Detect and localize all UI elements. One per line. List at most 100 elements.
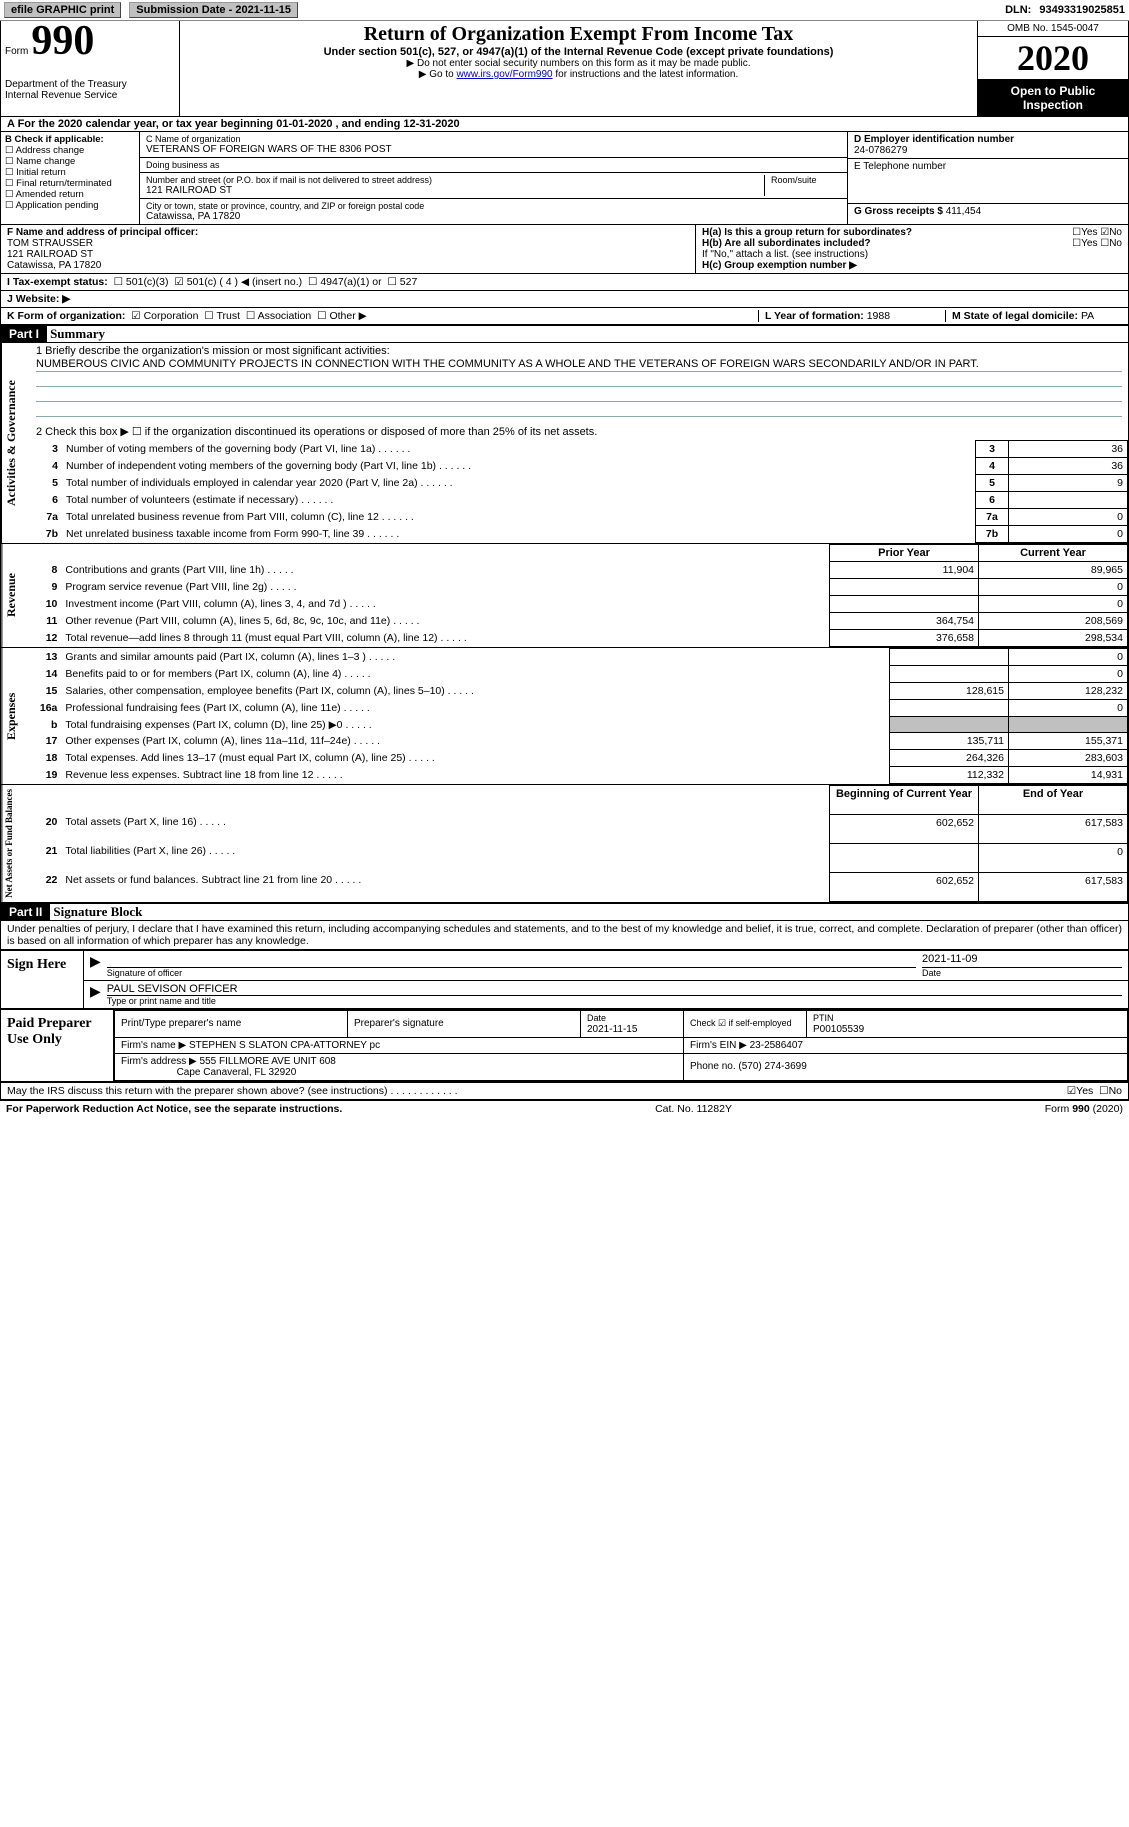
k-trust[interactable]: Trust bbox=[216, 310, 240, 322]
part1-hdr: Part I bbox=[1, 326, 47, 342]
dba-box: Doing business as bbox=[140, 158, 847, 173]
box-f: F Name and address of principal officer:… bbox=[1, 225, 695, 273]
addr-value: 121 RAILROAD ST bbox=[146, 185, 758, 196]
k-assoc[interactable]: Association bbox=[258, 310, 312, 322]
firm-ein-lbl: Firm's EIN ▶ bbox=[690, 1040, 750, 1051]
f-label: F Name and address of principal officer: bbox=[7, 227, 689, 238]
table-row: 16a Professional fundraising fees (Part … bbox=[29, 700, 1127, 717]
j-label: J Website: ▶ bbox=[7, 293, 70, 305]
m-label: M State of legal domicile: bbox=[952, 310, 1081, 322]
submission-date: 2021-11-15 bbox=[235, 4, 291, 16]
sig-date: 2021-11-09 bbox=[922, 953, 1122, 968]
ha-yes[interactable]: Yes bbox=[1081, 227, 1097, 238]
phone-lbl: Phone no. bbox=[690, 1061, 738, 1072]
side-rev: Revenue bbox=[1, 544, 29, 647]
i-501c3[interactable]: 501(c)(3) bbox=[126, 276, 169, 288]
officer-addr2: Catawissa, PA 17820 bbox=[7, 260, 689, 271]
m-val: PA bbox=[1081, 310, 1094, 322]
submission-label: Submission Date - bbox=[136, 4, 235, 16]
i-527[interactable]: 527 bbox=[400, 276, 418, 288]
tax-year: 2020 bbox=[978, 37, 1128, 80]
table-row: 15 Salaries, other compensation, employe… bbox=[29, 683, 1127, 700]
org-name-box: C Name of organization VETERANS OF FOREI… bbox=[140, 132, 847, 158]
h-b: H(b) Are all subordinates included? ☐Yes… bbox=[702, 238, 1122, 249]
part2-hdr: Part II bbox=[1, 904, 50, 920]
q1-label: 1 Briefly describe the organization's mi… bbox=[36, 345, 1122, 357]
discuss-no[interactable]: No bbox=[1109, 1085, 1122, 1097]
table-row: 7a Total unrelated business revenue from… bbox=[30, 509, 1128, 526]
chk-final[interactable]: Final return/terminated bbox=[5, 178, 135, 189]
part1-bar: Part I Summary bbox=[0, 325, 1129, 343]
ptin: P00105539 bbox=[813, 1024, 864, 1035]
line-k-l-m: K Form of organization: ☑ Corporation ☐ … bbox=[0, 308, 1129, 325]
dln-value: 93493319025851 bbox=[1039, 4, 1125, 16]
chk-amended[interactable]: Amended return bbox=[5, 189, 135, 200]
entity-block: B Check if applicable: Address change Na… bbox=[0, 132, 1129, 225]
table-row: 19 Revenue less expenses. Subtract line … bbox=[29, 767, 1127, 784]
k-corp[interactable]: Corporation bbox=[144, 310, 199, 322]
l-val: 1988 bbox=[867, 310, 890, 322]
phone-box: E Telephone number bbox=[848, 159, 1128, 204]
side-na: Net Assets or Fund Balances bbox=[1, 785, 29, 902]
form-ref: Form 990 (2020) bbox=[1045, 1103, 1123, 1115]
ein-box: D Employer identification number 24-0786… bbox=[848, 132, 1128, 159]
efile-btn[interactable]: efile GRAPHIC print bbox=[4, 2, 121, 18]
sig-officer-label: Signature of officer bbox=[107, 968, 916, 978]
sign-here: Sign Here bbox=[1, 951, 84, 1008]
preparer-table: Print/Type preparer's name Preparer's si… bbox=[114, 1010, 1128, 1081]
hb-yes[interactable]: Yes bbox=[1081, 238, 1097, 249]
goto-link[interactable]: www.irs.gov/Form990 bbox=[456, 69, 552, 80]
submission-date-btn[interactable]: Submission Date - 2021-11-15 bbox=[129, 2, 298, 18]
box-def: D Employer identification number 24-0786… bbox=[847, 132, 1128, 224]
table-row: b Total fundraising expenses (Part IX, c… bbox=[29, 717, 1127, 733]
k-other[interactable]: Other ▶ bbox=[329, 310, 366, 322]
addr-box: Number and street (or P.O. box if mail i… bbox=[140, 173, 847, 199]
ptin-lbl: PTIN bbox=[813, 1013, 834, 1023]
table-row: 17 Other expenses (Part IX, column (A), … bbox=[29, 733, 1127, 750]
chk-address[interactable]: Address change bbox=[5, 145, 135, 156]
h-c: H(c) Group exemption number ▶ bbox=[702, 260, 1122, 271]
p-date-lbl: Date bbox=[587, 1013, 606, 1023]
open-to-public: Open to Public Inspection bbox=[978, 80, 1128, 116]
officer-type-label: Type or print name and title bbox=[107, 996, 1122, 1006]
no-ssn: ▶ Do not enter social security numbers o… bbox=[186, 58, 971, 69]
table-row: 6 Total number of volunteers (estimate i… bbox=[30, 492, 1128, 509]
chk-app-pending[interactable]: Application pending bbox=[5, 200, 135, 211]
arrow-icon: ▶ bbox=[90, 953, 101, 978]
table-header: Beginning of Current YearEnd of Year bbox=[29, 786, 1127, 815]
discuss-yes[interactable]: Yes bbox=[1076, 1085, 1093, 1097]
table-row: 9 Program service revenue (Part VIII, li… bbox=[29, 579, 1127, 596]
phone-label: E Telephone number bbox=[854, 161, 1122, 172]
goto-pre: ▶ Go to bbox=[419, 69, 457, 80]
box-c: C Name of organization VETERANS OF FOREI… bbox=[140, 132, 847, 224]
table-row: 10 Investment income (Part VIII, column … bbox=[29, 596, 1127, 613]
table-row: 12 Total revenue—add lines 8 through 11 … bbox=[29, 630, 1127, 647]
i-4947[interactable]: 4947(a)(1) or bbox=[320, 276, 381, 288]
declaration: Under penalties of perjury, I declare th… bbox=[0, 921, 1129, 950]
table-row: 21 Total liabilities (Part X, line 26) .… bbox=[29, 843, 1127, 872]
table-row: 14 Benefits paid to or for members (Part… bbox=[29, 666, 1127, 683]
rev-table: Prior YearCurrent Year8 Contributions an… bbox=[29, 544, 1128, 647]
i-501c[interactable]: 501(c) ( 4 ) ◀ (insert no.) bbox=[187, 276, 302, 288]
box-b-hdr: B Check if applicable: bbox=[5, 134, 135, 145]
table-row: 13 Grants and similar amounts paid (Part… bbox=[29, 649, 1127, 666]
chk-namechange[interactable]: Name change bbox=[5, 156, 135, 167]
firm-name: STEPHEN S SLATON CPA-ATTORNEY pc bbox=[189, 1040, 380, 1051]
city-box: City or town, state or province, country… bbox=[140, 199, 847, 224]
officer-name: TOM STRAUSSER bbox=[7, 238, 689, 249]
form-number: 990 bbox=[31, 18, 94, 64]
g-label: G Gross receipts $ bbox=[854, 206, 946, 217]
chk-initial[interactable]: Initial return bbox=[5, 167, 135, 178]
table-row: 8 Contributions and grants (Part VIII, l… bbox=[29, 562, 1127, 579]
dept-text: Department of the Treasury Internal Reve… bbox=[5, 79, 175, 101]
period-end: 12-31-2020 bbox=[403, 118, 459, 130]
table-row: 4 Number of independent voting members o… bbox=[30, 458, 1128, 475]
omb-no: OMB No. 1545-0047 bbox=[978, 21, 1128, 37]
hb-no[interactable]: No bbox=[1109, 238, 1122, 249]
ha-no[interactable]: No bbox=[1109, 227, 1122, 238]
period-label: A For the 2020 calendar year, or tax yea… bbox=[7, 118, 276, 130]
hb-label: H(b) Are all subordinates included? bbox=[702, 238, 871, 249]
main-title: Return of Organization Exempt From Incom… bbox=[186, 23, 971, 46]
org-name: VETERANS OF FOREIGN WARS OF THE 8306 POS… bbox=[146, 144, 841, 155]
ein-value: 24-0786279 bbox=[854, 145, 1122, 156]
